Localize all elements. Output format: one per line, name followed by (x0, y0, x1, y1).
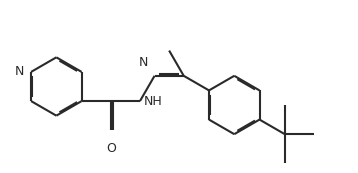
Text: N: N (138, 56, 148, 69)
Text: O: O (106, 142, 116, 155)
Text: N: N (15, 65, 24, 78)
Text: NH: NH (144, 95, 162, 108)
